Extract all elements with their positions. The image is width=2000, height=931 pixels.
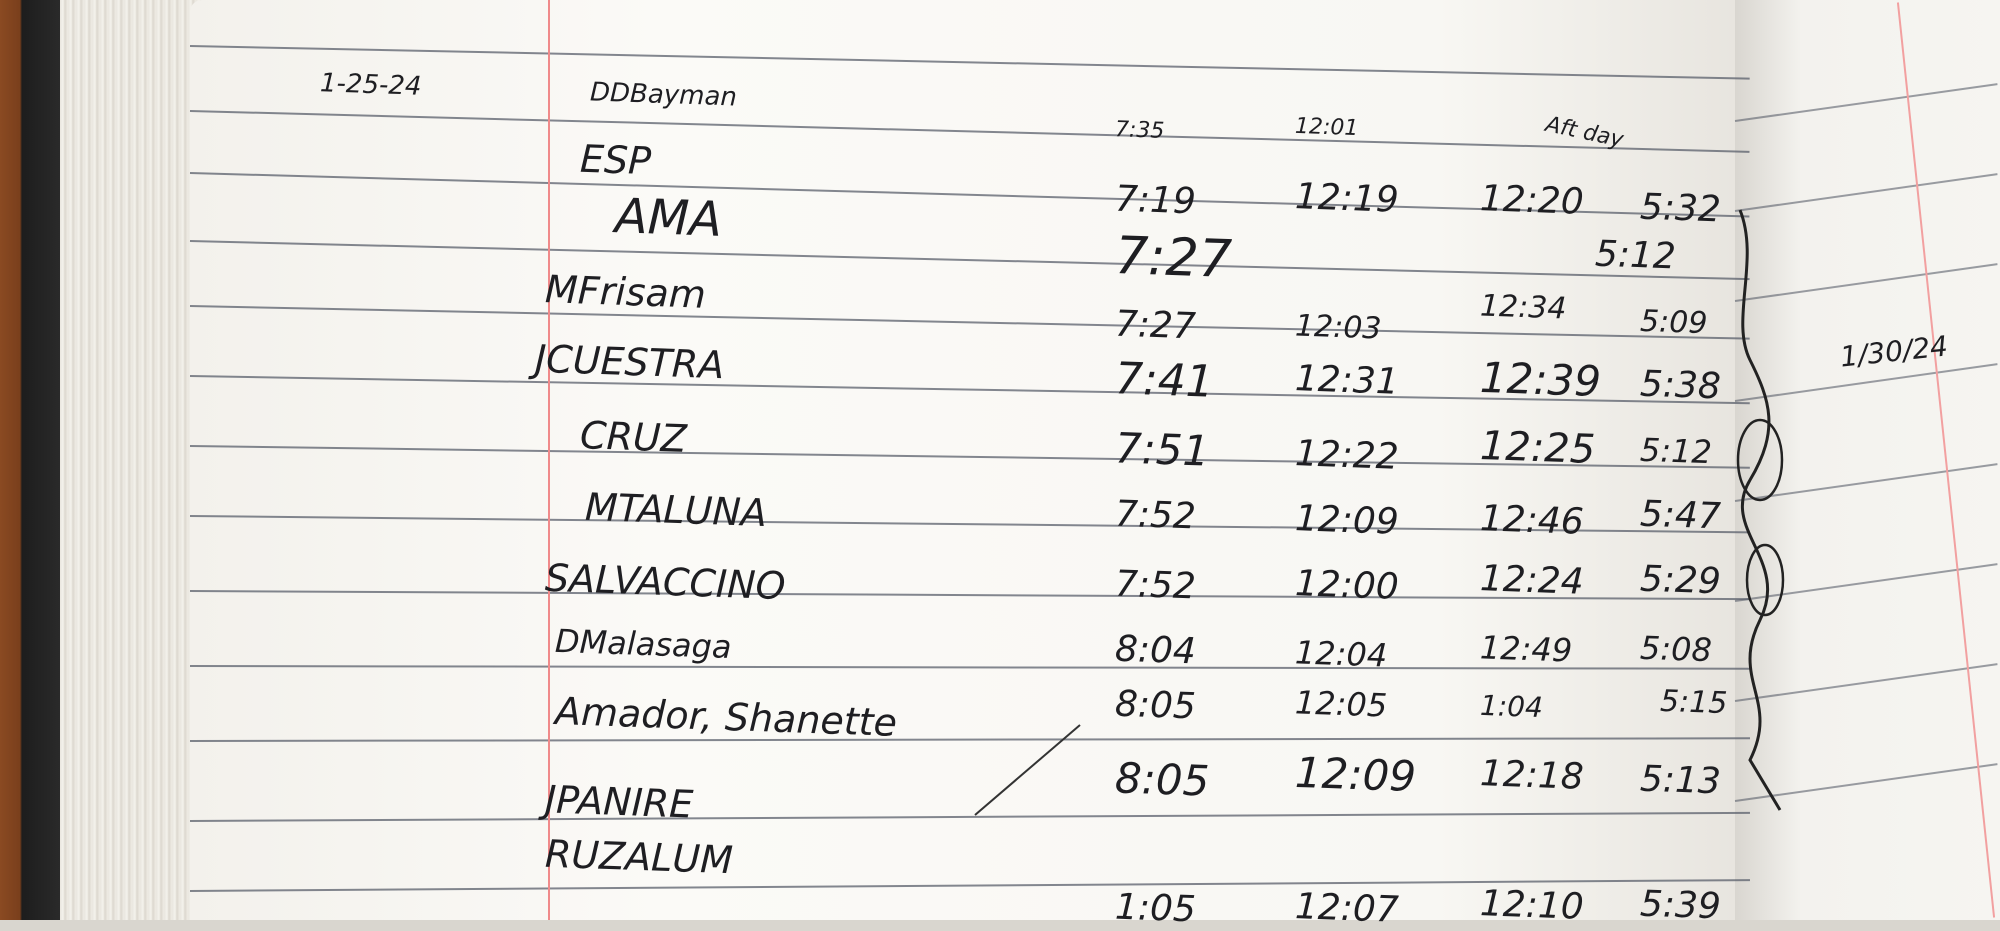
entry-name: ESP — [579, 136, 652, 184]
left-page — [190, 0, 1750, 920]
entry-time: 7:51 — [1114, 423, 1211, 476]
entry-time: 8:05 — [1114, 753, 1211, 806]
entry-time: 5:13 — [1639, 758, 1722, 803]
entry-time: 5:47 — [1639, 493, 1722, 538]
entry-time: 8:05 — [1114, 683, 1197, 728]
entry-time: 12:05 — [1294, 683, 1388, 725]
entry-time: 5:39 — [1639, 883, 1722, 928]
entry-name: JCUESTRA — [534, 336, 726, 388]
notebook-cover — [0, 0, 60, 920]
signature-scribbles — [1736, 209, 1785, 811]
entry-name: MTALUNA — [584, 484, 768, 536]
entry-time: 12:49 — [1479, 628, 1573, 670]
entry-time: 5:12 — [1639, 430, 1713, 472]
entry-name: SALVACCINO — [544, 555, 787, 609]
entry-name: JPANIRE — [544, 777, 695, 827]
entry-time: 12:18 — [1479, 753, 1585, 798]
entry-time: 12:46 — [1479, 498, 1585, 543]
entry-time: 12:07 — [1294, 886, 1400, 931]
entry-time: 7:52 — [1114, 493, 1197, 538]
margin-line — [548, 0, 550, 920]
entry-time: 7:19 — [1114, 178, 1197, 223]
entry-time: 5:09 — [1639, 303, 1708, 342]
entry-time: 12:24 — [1479, 558, 1585, 603]
entry-time: 5:15 — [1659, 683, 1728, 722]
entry-time: 12:09 — [1294, 498, 1400, 543]
entry-time: 7:41 — [1114, 353, 1215, 408]
entry-time: 8:04 — [1114, 628, 1197, 673]
entry-name: MFrisam — [544, 267, 707, 317]
entry-time: 12:10 — [1479, 883, 1585, 928]
entry-name: DMalasaga — [554, 621, 733, 667]
entry-time: 5:08 — [1639, 628, 1713, 670]
entry-time: 12:39 — [1479, 352, 1602, 407]
header-time: 7:35 — [1114, 117, 1165, 144]
entry-time: 12:31 — [1294, 358, 1400, 403]
entry-time: 12:00 — [1294, 563, 1400, 608]
entry-time: 5:38 — [1639, 363, 1722, 408]
entry-time: 12:03 — [1294, 308, 1383, 347]
entry-name: RUZALUM — [544, 831, 734, 883]
header-time: 12:01 — [1294, 113, 1359, 142]
pen-stroke — [974, 724, 1081, 816]
entry-time: 5:12 — [1594, 233, 1677, 278]
right-page — [1735, 0, 2000, 920]
entry-time: 12:22 — [1294, 433, 1400, 478]
entry-time: 1:04 — [1479, 688, 1544, 725]
entry-time: 7:27 — [1113, 225, 1233, 291]
entry-name: AMA — [614, 188, 724, 248]
entry-time: 5:32 — [1639, 186, 1722, 231]
entry-time: 1:05 — [1114, 886, 1197, 931]
entry-time: 7:27 — [1114, 303, 1197, 348]
date: 1-25-24 — [319, 68, 422, 102]
entry-time: 12:09 — [1294, 747, 1417, 802]
entry-time: 7:52 — [1114, 563, 1197, 608]
entry-time: 12:20 — [1479, 178, 1585, 223]
header-title: DDBayman — [589, 77, 738, 113]
entry-time: 12:25 — [1479, 423, 1597, 473]
entry-time: 12:04 — [1294, 633, 1388, 675]
entry-time: 5:29 — [1639, 558, 1722, 603]
entry-name: CRUZ — [579, 413, 688, 461]
entry-time: 12:19 — [1294, 176, 1400, 221]
entry-time: 12:34 — [1479, 288, 1568, 327]
